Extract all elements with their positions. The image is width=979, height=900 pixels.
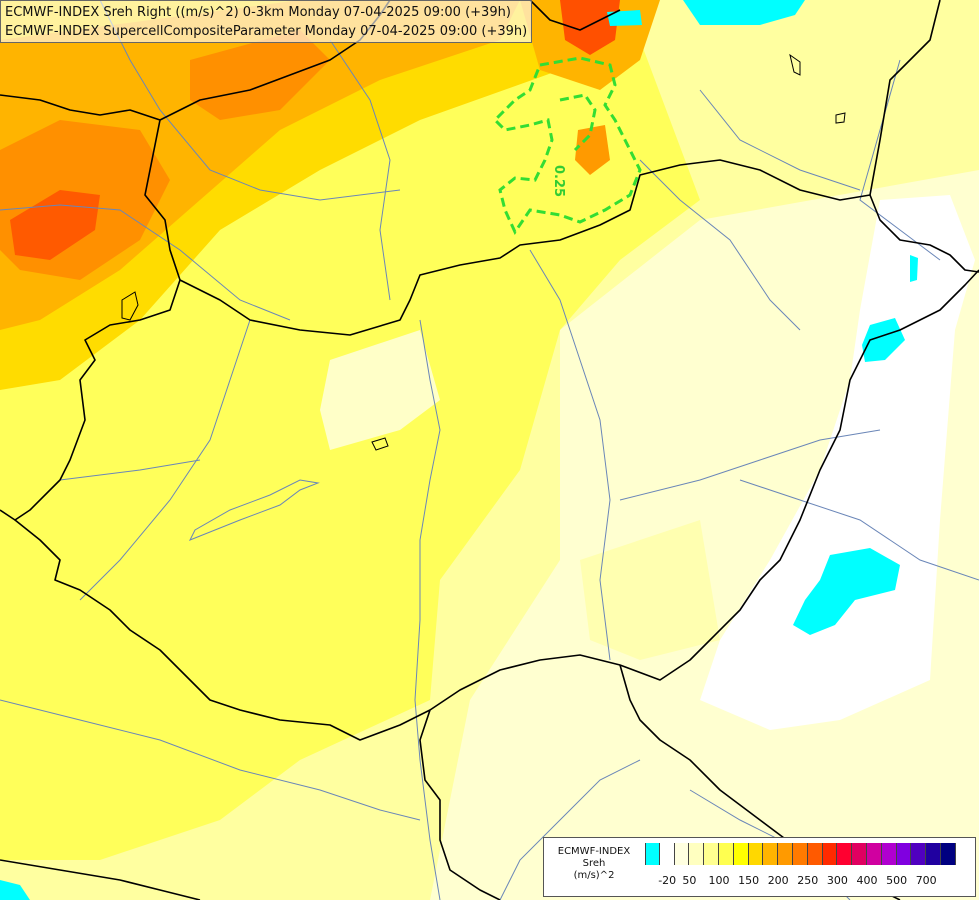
legend-swatch (911, 843, 927, 865)
legend-swatch (807, 843, 823, 865)
legend-swatch (645, 843, 660, 865)
legend-swatches (645, 843, 956, 865)
lakes (121, 53, 846, 451)
legend-swatch (852, 843, 867, 865)
legend-source: ECMWF-INDEX (557, 846, 631, 857)
legend-tick-label: 100 (708, 874, 730, 887)
legend-tick-label: 150 (738, 874, 760, 887)
cyan-blob-2 (862, 318, 905, 362)
legend-swatch (763, 843, 779, 865)
legend-swatch (689, 843, 705, 865)
legend-variable: Sreh (582, 858, 606, 869)
orange-zone (0, 0, 520, 330)
cyan-blob-4 (683, 0, 805, 25)
cyan-blob-5 (607, 10, 642, 26)
legend-swatch (659, 843, 675, 865)
legend-swatch (896, 843, 912, 865)
legend-swatch (733, 843, 749, 865)
cyan-blob-6 (0, 880, 30, 900)
scp-contour (492, 56, 642, 236)
color-legend: ECMWF-INDEX Sreh (m/s)^2 -20 50 100 150 200 2… (543, 837, 976, 897)
legend-tick-label: 700 (915, 874, 937, 887)
legend-tick-label: 50 (682, 874, 697, 887)
title-line-2: ECMWF-INDEX SupercellCompositeParameter … (5, 24, 528, 39)
legend-tick-label: 250 (797, 874, 819, 887)
legend-tick-label: 200 (767, 874, 789, 887)
map-title-box: ECMWF-INDEX Sreh Right ((m/s)^2) 0-3km M… (0, 0, 532, 43)
legend-swatch (822, 843, 838, 865)
legend-swatch (778, 843, 793, 865)
cyan-blob-1 (793, 548, 900, 635)
legend-swatch (748, 843, 764, 865)
legend-swatch (881, 843, 897, 865)
legend-swatch (792, 843, 808, 865)
contour-label: 0.25 (551, 165, 566, 197)
legend-caption: ECMWF-INDEX Sreh (m/s)^2 (546, 846, 642, 882)
cyan-blob-3 (910, 255, 918, 282)
dark-orange-core-north (190, 30, 330, 120)
legend-swatch (674, 843, 690, 865)
legend-unit: (m/s)^2 (573, 870, 615, 881)
legend-swatch (704, 843, 719, 865)
legend-swatch (866, 843, 882, 865)
legend-tick-label: -20 (658, 874, 677, 887)
red-core-north (560, 0, 620, 55)
legend-ticks: -20 50 100 150 200 250 300 400 500 700 (645, 874, 970, 888)
white-zone (700, 195, 975, 730)
title-line-1: ECMWF-INDEX Sreh Right ((m/s)^2) 0-3km M… (5, 5, 511, 20)
legend-tick-label: 500 (886, 874, 908, 887)
pale-patch-2 (580, 520, 720, 660)
orange-spot (575, 125, 610, 175)
legend-tick-label: 300 (826, 874, 848, 887)
legend-swatch (837, 843, 853, 865)
legend-swatch (926, 843, 941, 865)
legend-tick-label: 400 (856, 874, 878, 887)
pale-patch-1 (320, 330, 440, 450)
legend-swatch (718, 843, 734, 865)
legend-swatch (940, 843, 956, 865)
